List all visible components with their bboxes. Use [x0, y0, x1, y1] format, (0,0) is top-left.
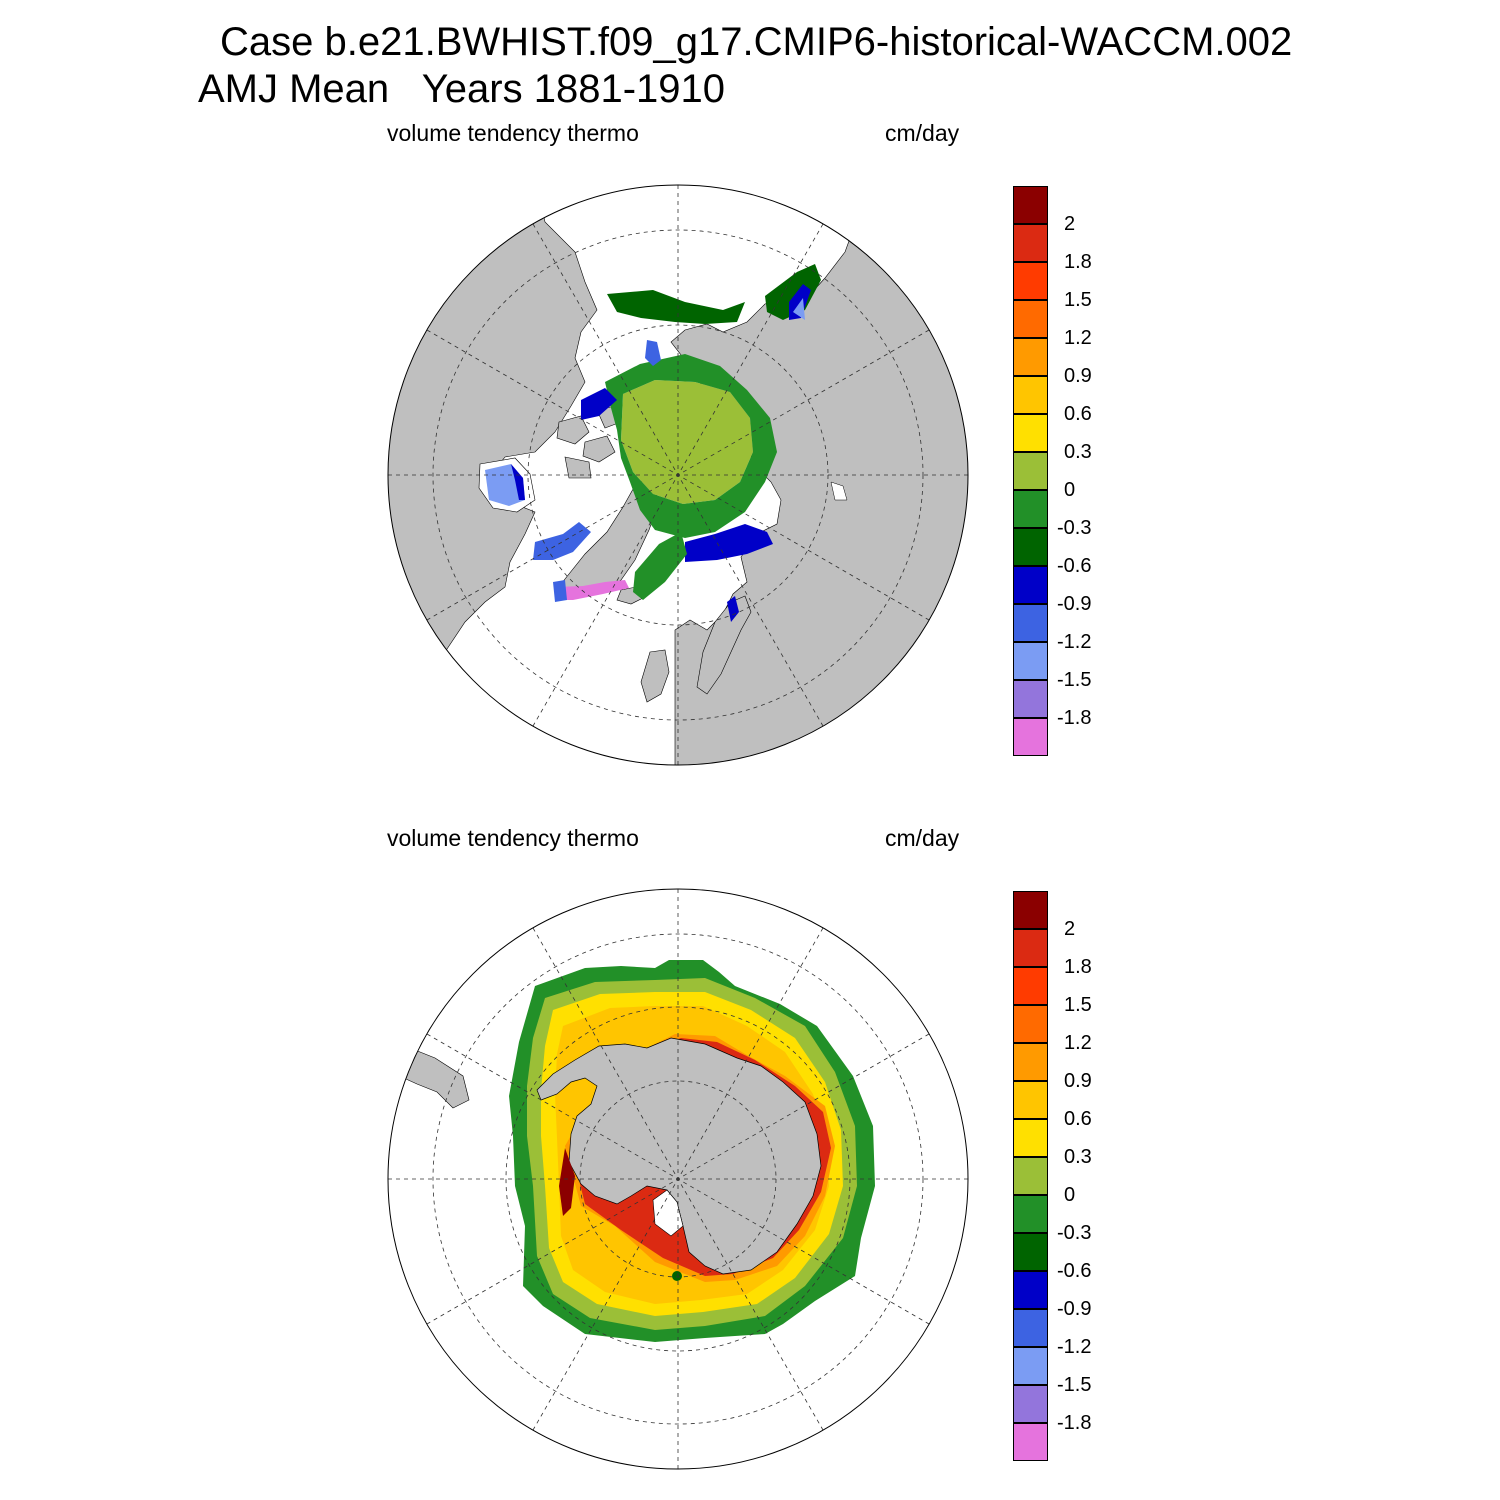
- south-map-border: [387, 888, 969, 1470]
- colorbar-swatch: [1013, 1195, 1048, 1233]
- baltic-melt: [727, 596, 739, 622]
- colorbar-tick-label: -1.2: [1057, 631, 1092, 653]
- colorbar-tick-label: -0.3: [1057, 517, 1092, 539]
- british-isles: [640, 649, 670, 703]
- colorbar-tick-label: 0.9: [1064, 365, 1092, 387]
- hudson-melt-rim: [511, 464, 525, 500]
- north-variable-label: volume tendency thermo: [387, 120, 639, 146]
- colorbar-tick-label: 1.5: [1064, 994, 1092, 1016]
- colorbar-swatch: [1013, 642, 1048, 680]
- colorbar-tick-label: 0.9: [1064, 1070, 1092, 1092]
- colorbar-tick-label: -1.8: [1057, 1412, 1092, 1434]
- colorbar-swatch: [1013, 967, 1048, 1005]
- scandinavia-landmass: [696, 595, 752, 695]
- colorbar-tick-label: 1.2: [1064, 327, 1092, 349]
- south-polar-map: [387, 888, 969, 1470]
- siberian-shelf-ice: [607, 290, 745, 324]
- colorbar-tick-label: -0.3: [1057, 1222, 1092, 1244]
- barents-ice: [685, 524, 773, 562]
- colorbar-tick-label: -1.5: [1057, 1374, 1092, 1396]
- colorbar-swatch: [1013, 1309, 1048, 1347]
- colorbar-swatch: [1013, 604, 1048, 642]
- south-variable-label: volume tendency thermo: [387, 825, 639, 851]
- colorbar-swatch: [1013, 1385, 1048, 1423]
- colorbar-swatch: [1013, 452, 1048, 490]
- colorbar-tick-label: 2: [1064, 213, 1076, 235]
- colorbar-tick-label: -1.8: [1057, 707, 1092, 729]
- colorbar-swatch: [1013, 1271, 1048, 1309]
- colorbar-tick-label: 0.3: [1064, 441, 1092, 463]
- ross-polynya: [672, 1271, 682, 1281]
- colorbar-swatch: [1013, 186, 1048, 224]
- north-colorbar: 2 1.8 1.5 1.2 0.9 0.6 0.3 0 -0.3 -0.6 -0.9 -1.2 -1.5…: [1013, 186, 1092, 756]
- colorbar-tick-label: 0.6: [1064, 403, 1092, 425]
- arctic-margin-ice: [605, 354, 777, 538]
- colorbar-tick-label: -0.6: [1057, 555, 1092, 577]
- colorbar-tick-label: 1.5: [1064, 289, 1092, 311]
- colorbar-swatch: [1013, 414, 1048, 452]
- south-units-label: cm/day: [885, 825, 960, 851]
- north-map-border: [387, 184, 969, 766]
- colorbar-tick-label: 1.8: [1064, 251, 1092, 273]
- colorbar-swatch: [1013, 1347, 1048, 1385]
- north-units-label: cm/day: [885, 120, 960, 146]
- colorbar-tick-label: -1.2: [1057, 1336, 1092, 1358]
- north-graticule: [388, 185, 968, 765]
- colorbar-tick-label: -0.6: [1057, 1260, 1092, 1282]
- labrador-melt: [555, 580, 629, 600]
- colorbar-tick-label: 2: [1064, 918, 1076, 940]
- beaufort-melt: [581, 388, 617, 420]
- colorbar-tick-label: 1.2: [1064, 1032, 1092, 1054]
- south-graticule: [388, 889, 968, 1469]
- central-arctic-ice: [621, 380, 753, 504]
- colorbar-swatch: [1013, 1119, 1048, 1157]
- colorbar-tick-label: -1.5: [1057, 669, 1092, 691]
- colorbar-swatch: [1013, 376, 1048, 414]
- colorbar-swatch: [1013, 891, 1048, 929]
- colorbar-tick-label: 0.6: [1064, 1108, 1092, 1130]
- colorbar-swatch: [1013, 1005, 1048, 1043]
- colorbar-tick-label: 1.8: [1064, 956, 1092, 978]
- colorbar-swatch: [1013, 262, 1048, 300]
- bering-melt: [645, 340, 661, 366]
- colorbar-swatch: [1013, 224, 1048, 262]
- colorbar-tick-label: 0.3: [1064, 1146, 1092, 1168]
- colorbar-swatch: [1013, 528, 1048, 566]
- colorbar-swatch: [1013, 718, 1048, 756]
- labrador-melt-rim: [553, 580, 567, 602]
- colorbar-swatch: [1013, 1423, 1048, 1461]
- colorbar-swatch: [1013, 929, 1048, 967]
- colorbar-swatch: [1013, 1043, 1048, 1081]
- figure-title-case: Case b.e21.BWHIST.f09_g17.CMIP6-historic…: [220, 20, 1293, 64]
- ross-ice-shelf-gap: [652, 1189, 684, 1237]
- colorbar-swatch: [1013, 1157, 1048, 1195]
- okhotsk-melt-strong: [793, 298, 805, 320]
- colorbar-swatch: [1013, 566, 1048, 604]
- south-colorbar: 2 1.8 1.5 1.2 0.9 0.6 0.3 0 -0.3 -0.6 -0.9 -1.2 -1.5…: [1013, 891, 1092, 1461]
- colorbar-tick-label: 0: [1064, 479, 1076, 501]
- colorbar-swatch: [1013, 490, 1048, 528]
- figure-title-period: AMJ Mean Years 1881-1910: [198, 67, 726, 111]
- colorbar-tick-label: -0.9: [1057, 593, 1092, 615]
- caspian-lake: [830, 481, 848, 501]
- okhotsk-ice: [765, 264, 821, 320]
- colorbar-swatch: [1013, 680, 1048, 718]
- east-greenland-ice: [633, 532, 687, 600]
- colorbar-tick-label: -0.9: [1057, 1298, 1092, 1320]
- weddell-edge-dark: [559, 1148, 575, 1216]
- antarctica-landmass: [536, 1037, 822, 1275]
- colorbar-tick-label: 0: [1064, 1184, 1076, 1206]
- colorbar-swatch: [1013, 1081, 1048, 1119]
- colorbar-swatch: [1013, 300, 1048, 338]
- colorbar-swatch: [1013, 1233, 1048, 1271]
- north-polar-map: [387, 184, 969, 766]
- colorbar-swatch: [1013, 338, 1048, 376]
